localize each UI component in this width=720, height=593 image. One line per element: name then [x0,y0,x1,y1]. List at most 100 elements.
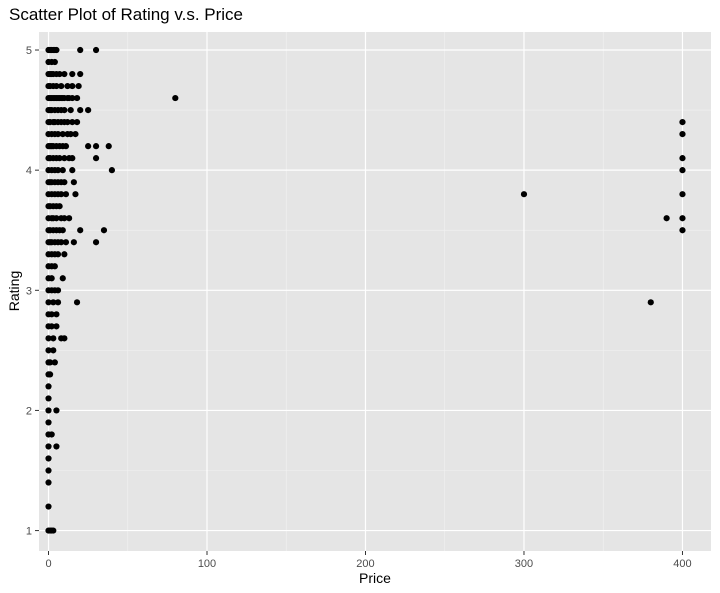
data-point [45,443,52,450]
data-point [45,299,52,306]
data-point [647,299,654,306]
data-point [67,131,74,138]
data-point [50,299,57,306]
data-point [51,359,58,366]
y-tick-label: 2 [26,405,32,417]
data-point [53,443,60,450]
data-point [67,106,74,114]
data-point [77,227,84,234]
data-point [679,131,686,138]
data-point [53,323,60,330]
data-point [69,82,76,90]
data-point [61,106,68,114]
data-point [108,167,116,174]
data-point [54,299,62,306]
data-point [85,106,92,114]
y-tick-label: 1 [26,526,32,538]
y-tick-label: 3 [26,285,32,297]
data-point [520,191,528,198]
x-tick-label: 200 [356,558,374,570]
data-point [53,46,60,54]
data-point [48,275,55,282]
y-axis: 1 2 3 4 5 [26,45,39,538]
data-point [45,419,52,426]
data-point [58,191,65,198]
data-point [46,359,54,366]
data-point [48,323,55,330]
data-point [62,239,70,246]
data-point [69,94,76,102]
data-point [59,275,66,282]
data-point [172,94,179,102]
data-point [56,203,63,210]
data-point [53,82,60,90]
data-point [59,131,66,138]
data-point [92,239,100,246]
data-point [73,299,81,306]
data-point [50,335,57,342]
data-point [64,82,71,90]
data-point [679,227,686,234]
data-point [72,131,79,138]
data-point [50,527,57,534]
data-point [58,239,65,246]
data-point [105,143,112,150]
data-point [48,431,55,438]
data-point [679,155,686,162]
data-point [663,215,670,222]
data-point [54,251,62,258]
x-axis: 0 100 200 300 400 [45,551,692,570]
data-point [75,82,82,90]
data-point [45,395,52,402]
data-point [56,70,63,78]
data-point [66,215,73,222]
plot-panel [39,32,711,551]
data-point [45,407,52,414]
data-point [69,70,76,78]
data-point [61,70,68,78]
data-point [100,227,108,234]
data-point [48,311,55,318]
data-point [51,58,58,66]
data-point [61,335,68,342]
minor-gridlines [39,32,711,551]
data-point [45,467,52,474]
data-point [679,191,686,198]
data-point [53,311,60,318]
x-tick-label: 100 [198,558,216,570]
data-point [54,167,62,174]
data-point [53,215,60,222]
y-tick-label: 4 [26,165,32,177]
data-point [53,407,60,414]
data-point [62,143,70,150]
data-point [61,155,68,162]
data-point [77,70,84,78]
data-point [77,46,84,54]
data-point [54,287,62,294]
data-point [45,503,52,510]
data-point [45,335,52,342]
data-point [46,371,54,378]
data-point [92,143,100,150]
data-point [92,155,100,162]
data-point [77,106,84,114]
major-gridlines [39,32,711,551]
data-point [70,179,77,186]
data-point [73,119,81,126]
data-point [61,251,68,258]
data-point [45,383,52,390]
data-point [45,347,52,354]
data-point [62,191,70,198]
data-point [73,94,81,102]
data-point [69,167,76,174]
data-point [45,455,52,462]
data-point [61,215,68,222]
data-point [92,46,100,54]
data-point [59,167,66,174]
data-point [70,239,77,246]
x-axis-title: Price [359,570,391,586]
data-point [59,227,66,234]
chart-title: Scatter Plot of Rating v.s. Price [9,5,243,24]
y-axis-title: Rating [6,271,22,311]
